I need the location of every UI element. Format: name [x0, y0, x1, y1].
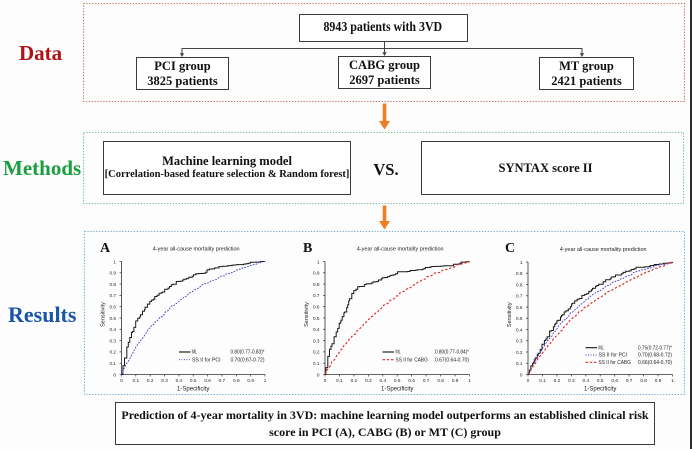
svg-text:B: B: [303, 241, 312, 256]
svg-text:1: 1: [671, 378, 674, 383]
svg-text:0: 0: [317, 372, 320, 377]
svg-text:0.6: 0.6: [109, 305, 116, 310]
svg-text:0: 0: [113, 372, 116, 377]
svg-text:0.9: 0.9: [516, 271, 523, 276]
svg-text:0.2: 0.2: [109, 350, 116, 355]
svg-text:0.70(0.68-0.72): 0.70(0.68-0.72): [638, 353, 672, 359]
svg-text:ML: ML: [192, 350, 197, 356]
svg-text:0.1: 0.1: [336, 378, 343, 383]
svg-text:0.1: 0.1: [539, 378, 546, 383]
svg-text:0.6: 0.6: [408, 378, 415, 383]
svg-text:0.4: 0.4: [109, 327, 116, 332]
svg-text:0.7: 0.7: [423, 378, 430, 383]
svg-text:0.4: 0.4: [516, 327, 523, 332]
svg-text:0.80(0.77-0.84)*: 0.80(0.77-0.84)*: [435, 350, 470, 356]
svg-text:0: 0: [324, 378, 327, 383]
svg-text:1: 1: [264, 378, 267, 383]
svg-text:0.7: 0.7: [109, 293, 116, 298]
svg-text:Sensitivity: Sensitivity: [507, 302, 513, 327]
svg-text:0.1: 0.1: [516, 361, 523, 366]
svg-text:0.1: 0.1: [313, 361, 320, 366]
svg-text:0.3: 0.3: [568, 378, 575, 383]
svg-text:4-year all-cause mortality pre: 4-year all-cause mortality prediction: [357, 247, 444, 253]
svg-text:0.1: 0.1: [133, 378, 140, 383]
svg-text:Sensitivity: Sensitivity: [101, 302, 107, 327]
svg-text:0.8: 0.8: [516, 282, 523, 287]
svg-text:SS II for CABG: SS II for CABG: [599, 360, 631, 366]
svg-text:ML: ML: [396, 350, 401, 356]
svg-text:0.3: 0.3: [365, 378, 372, 383]
svg-text:0.6: 0.6: [313, 305, 320, 310]
svg-text:0.2: 0.2: [147, 378, 154, 383]
svg-text:0.5: 0.5: [394, 378, 401, 383]
svg-text:0.8: 0.8: [640, 378, 647, 383]
svg-text:0.5: 0.5: [109, 316, 116, 321]
svg-text:0: 0: [120, 378, 123, 383]
svg-text:0.3: 0.3: [161, 378, 168, 383]
svg-text:0.5: 0.5: [516, 316, 523, 321]
svg-text:0.4: 0.4: [176, 378, 183, 383]
svg-text:0.8: 0.8: [313, 282, 320, 287]
svg-text:0.5: 0.5: [597, 378, 604, 383]
svg-text:0.7: 0.7: [516, 294, 523, 299]
svg-text:SS II for PCI: SS II for PCI: [599, 353, 628, 359]
svg-text:1: 1: [468, 378, 471, 383]
svg-text:1-Specificity: 1-Specificity: [177, 387, 209, 393]
svg-text:0.70(0.67-0.72): 0.70(0.67-0.72): [231, 357, 265, 363]
svg-text:0.2: 0.2: [351, 378, 358, 383]
svg-text:A: A: [100, 241, 111, 256]
svg-text:0.4: 0.4: [313, 327, 320, 332]
svg-text:0.3: 0.3: [109, 338, 116, 343]
svg-text:0.3: 0.3: [313, 338, 320, 343]
svg-text:0.6: 0.6: [611, 378, 618, 383]
svg-text:0.5: 0.5: [313, 316, 320, 321]
svg-text:0.7: 0.7: [219, 378, 226, 383]
svg-text:0: 0: [527, 378, 530, 383]
svg-text:0.8: 0.8: [437, 378, 444, 383]
svg-text:SS II for CABG: SS II for CABG: [396, 357, 428, 363]
svg-text:0.80(0.77-0.83)*: 0.80(0.77-0.83)*: [231, 350, 266, 356]
svg-text:0.6: 0.6: [516, 305, 523, 310]
svg-text:0.9: 0.9: [109, 271, 116, 276]
svg-text:0.9: 0.9: [247, 378, 254, 383]
svg-text:0.9: 0.9: [452, 378, 459, 383]
svg-text:0.4: 0.4: [583, 378, 590, 383]
svg-text:0.2: 0.2: [313, 350, 320, 355]
svg-text:0.8: 0.8: [233, 378, 240, 383]
svg-text:SS II for PCI: SS II for PCI: [192, 357, 221, 363]
svg-text:0: 0: [520, 372, 523, 377]
svg-text:1-Specificity: 1-Specificity: [584, 387, 616, 393]
svg-text:0.7: 0.7: [313, 293, 320, 298]
svg-text:0.75(0.72-0.77)*: 0.75(0.72-0.77)*: [638, 345, 673, 351]
svg-text:1: 1: [520, 260, 523, 265]
svg-text:0.2: 0.2: [554, 378, 561, 383]
svg-text:0.3: 0.3: [516, 339, 523, 344]
svg-text:0.9: 0.9: [313, 271, 320, 276]
svg-text:4-year all-cause mortality pre: 4-year all-cause mortality prediction: [560, 247, 647, 253]
svg-text:1: 1: [317, 259, 320, 264]
svg-text:0.8: 0.8: [109, 282, 116, 287]
svg-text:0.7: 0.7: [626, 378, 633, 383]
svg-text:0.66(0.64-0.70): 0.66(0.64-0.70): [638, 360, 672, 366]
svg-text:ML: ML: [599, 345, 604, 351]
svg-text:1: 1: [113, 259, 116, 264]
svg-text:C: C: [505, 241, 515, 256]
svg-text:0.2: 0.2: [516, 350, 523, 355]
svg-text:Sensitivity: Sensitivity: [304, 302, 310, 327]
svg-text:0.6: 0.6: [204, 378, 211, 383]
svg-text:0.9: 0.9: [655, 378, 662, 383]
svg-text:0.5: 0.5: [190, 378, 197, 383]
svg-text:0.1: 0.1: [109, 361, 116, 366]
svg-text:0.67(0.64-0.70): 0.67(0.64-0.70): [435, 357, 469, 363]
svg-text:1-Specificity: 1-Specificity: [381, 387, 413, 393]
svg-text:4-year all-cause mortality pre: 4-year all-cause mortality prediction: [153, 247, 240, 253]
svg-text:0.4: 0.4: [380, 378, 387, 383]
